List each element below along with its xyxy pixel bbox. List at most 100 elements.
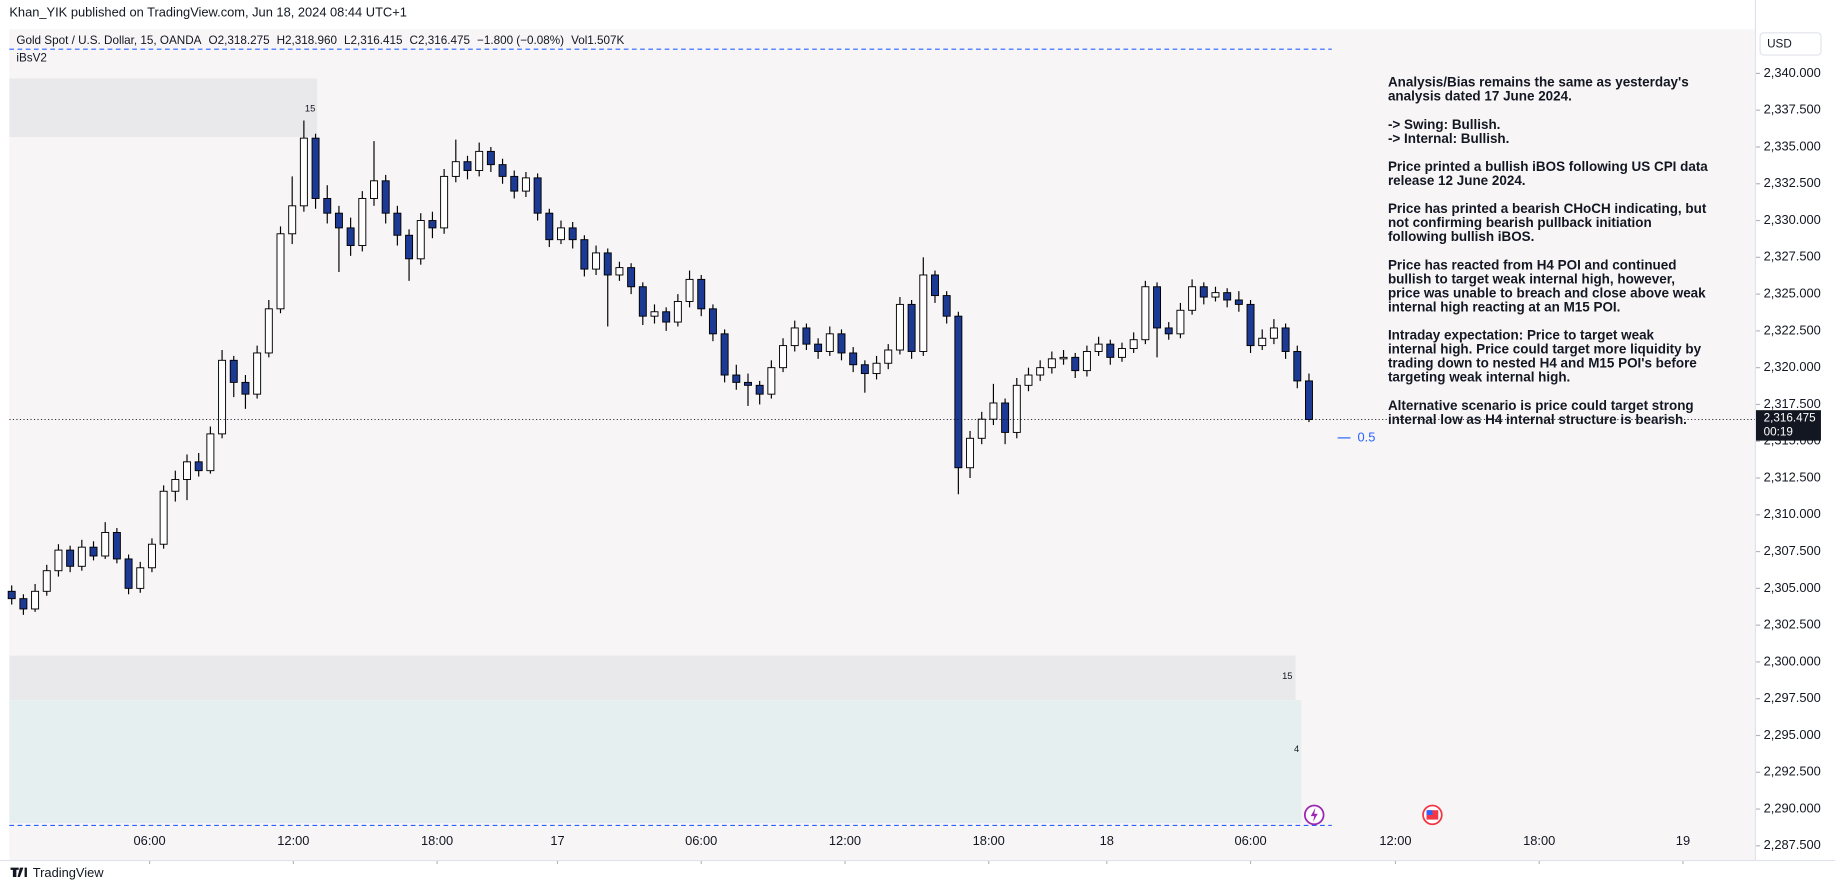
annotation-line: analysis dated 17 June 2024. [1388, 89, 1572, 104]
y-tick-label: 2,330.000 [1764, 212, 1821, 227]
candle-body [171, 479, 180, 492]
annotation-line: Price has printed a bearish CHoCH indica… [1388, 201, 1707, 216]
candle-body [7, 590, 16, 600]
annotation-line: trading down to nested H4 and M15 POI's … [1388, 356, 1697, 371]
fib-label: 0.5 [1358, 429, 1376, 444]
annotation-line: -> Internal: Bullish. [1388, 131, 1509, 146]
axes: 2,287.500 2,290.000 2,292.500 2,295.000 2,29… [9, 65, 1821, 865]
x-tick-label: 18:00 [973, 833, 1005, 848]
symbol-legend: Gold Spot / U.S. Dollar, 15, OANDA O2,318… [16, 34, 624, 47]
y-tick-label: 2,300.000 [1764, 653, 1821, 668]
candle-body [744, 381, 752, 386]
candle-body [229, 359, 238, 383]
currency-button[interactable] [1759, 32, 1822, 56]
candle-body [1047, 358, 1056, 369]
candle-body [475, 150, 484, 171]
candle-body [533, 177, 542, 214]
candle-body [977, 418, 986, 439]
candle-body [323, 198, 332, 214]
annotation-line: internal low as H4 internal structure is… [1388, 412, 1687, 427]
candle-body [393, 212, 402, 236]
candle-body [124, 558, 133, 589]
x-tick-label: 18:00 [1523, 833, 1555, 848]
y-tick-label: 2,340.000 [1764, 65, 1821, 80]
candle-body [428, 220, 437, 229]
indicator-label: iBsV2 [16, 52, 47, 65]
price-tag [1755, 410, 1821, 441]
candle-body [346, 227, 355, 247]
x-tick-label: 06:00 [685, 833, 717, 848]
candle-body [790, 327, 799, 347]
y-tick-label: 2,292.500 [1764, 764, 1821, 779]
x-tick-label: 12:00 [1379, 833, 1411, 848]
annotation-line: internal high. Price could target more l… [1388, 342, 1702, 357]
candle-body [521, 177, 530, 192]
candle-body [381, 180, 390, 214]
candle-body [77, 546, 86, 567]
x-tick-label: 06:00 [134, 833, 166, 848]
y-tick-label: 2,290.000 [1764, 800, 1821, 815]
candle-body [697, 278, 706, 310]
candle-body [498, 164, 507, 177]
candle-body [1176, 309, 1185, 335]
annotation-line: -> Swing: Bullish. [1388, 117, 1500, 132]
legend-value: Vol1.507K [571, 34, 624, 47]
countdown: 00:19 [1764, 426, 1793, 439]
x-tick-label: 18 [1100, 833, 1114, 848]
candle-body [206, 433, 215, 472]
y-tick-label: 2,322.500 [1764, 322, 1821, 337]
symbol: Gold Spot / U.S. Dollar, 15, OANDA [16, 34, 201, 47]
x-tick-label: 17 [550, 833, 564, 848]
candle-body [931, 274, 939, 297]
candle-body [1106, 343, 1115, 358]
y-tick-label: 2,317.500 [1764, 396, 1821, 411]
candle-body [825, 333, 834, 352]
legend-value: O2,318.275 [209, 34, 271, 47]
currency[interactable]: USD [1767, 38, 1792, 51]
annotation-line: price was unable to breach and close abo… [1388, 285, 1706, 300]
candle-body [1199, 286, 1208, 298]
candle-body [253, 352, 262, 395]
candle-body [42, 570, 51, 592]
candle-body [650, 311, 659, 317]
candle-body [720, 333, 729, 376]
candle-body [1059, 356, 1068, 360]
candle-body [89, 546, 98, 557]
x-tick-label: 06:00 [1234, 833, 1266, 848]
x-tick-label: 12:00 [829, 833, 861, 848]
candle-body [1001, 402, 1010, 433]
candle-body [580, 239, 589, 270]
candle-body [942, 295, 951, 317]
zone [9, 78, 318, 137]
candle-body [463, 161, 472, 171]
annotation-line: Price printed a bullish iBOS following U… [1388, 159, 1708, 174]
candle-body [1258, 337, 1267, 347]
y-tick-label: 2,295.000 [1764, 727, 1821, 742]
candle-body [358, 198, 367, 247]
zone [9, 655, 1296, 701]
candle-body [370, 180, 378, 199]
y-tick-label: 2,287.500 [1764, 837, 1821, 852]
y-tick-label: 2,297.500 [1764, 690, 1821, 705]
candle-body [919, 274, 928, 352]
candle-body [708, 308, 717, 335]
candle-body [802, 327, 811, 345]
candle-body [1269, 327, 1278, 339]
candle-body [218, 359, 227, 435]
candle-body [159, 490, 168, 545]
candle-body [183, 461, 191, 480]
y-tick-label: 2,320.000 [1764, 359, 1821, 374]
candle-body [1246, 303, 1255, 347]
candle-body [1094, 343, 1103, 352]
annotation-line: following bullish iBOS. [1388, 229, 1534, 244]
candle-body [568, 227, 577, 241]
legend-value: L2,316.415 [344, 34, 403, 47]
legend-value: C2,316.475 [410, 34, 471, 47]
y-tick-label: 2,337.500 [1764, 102, 1821, 117]
candle-body [54, 549, 63, 572]
y-tick-label: 2,335.000 [1764, 138, 1821, 153]
zone-label: 15 [305, 103, 315, 113]
y-tick-label: 2,312.500 [1764, 469, 1821, 484]
candles [7, 120, 1313, 615]
